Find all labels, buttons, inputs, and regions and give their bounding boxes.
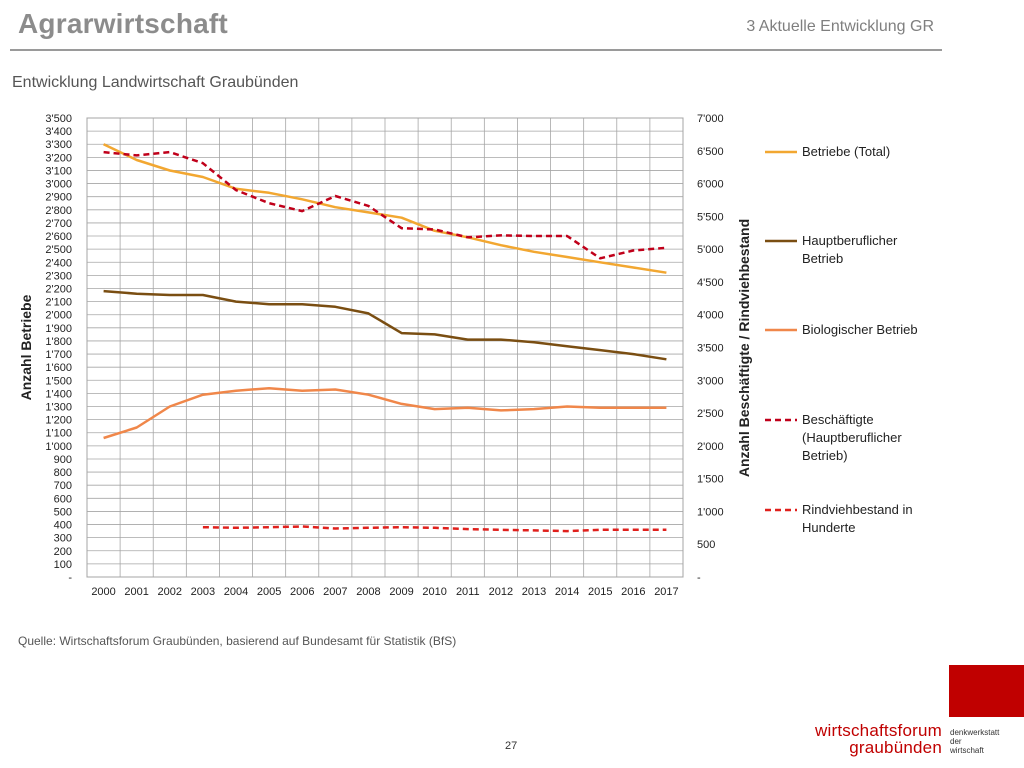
y2-tick-label: -	[697, 572, 701, 584]
brand-line-2: graubünden	[849, 738, 942, 757]
y2-tick-label: 2'500	[697, 408, 724, 420]
x-tick-label: 2005	[257, 586, 281, 598]
y-tick-label: 3'000	[45, 179, 72, 191]
legend-label: Hauptberuflicher Betrieb	[802, 233, 898, 266]
header-divider	[10, 49, 942, 51]
x-tick-label: 2011	[456, 586, 480, 598]
x-tick-label: 2009	[389, 586, 413, 598]
y-tick-label: 100	[54, 559, 72, 571]
chart-title: Entwicklung Landwirtschaft Graubünden	[12, 74, 299, 91]
x-tick-label: 2016	[621, 586, 645, 598]
series-line-1	[103, 143, 667, 274]
y-tick-label: 2'100	[45, 297, 72, 309]
y-tick-label: 300	[54, 533, 72, 545]
y-tick-label: 1'300	[45, 402, 72, 414]
series-line-3	[103, 386, 667, 440]
y-tick-label: 1'700	[45, 349, 72, 361]
y-tick-label: 2'200	[45, 283, 72, 295]
y-tick-label: 1'900	[45, 323, 72, 335]
x-tick-label: 2017	[654, 586, 678, 598]
y2-tick-label: 4'000	[697, 310, 724, 322]
legend-label: Betriebe (Total)	[802, 144, 890, 159]
x-tick-label: 2014	[555, 586, 579, 598]
brand-line-1: wirtschaftsforum	[815, 721, 942, 740]
y2-tick-label: 3'000	[697, 375, 724, 387]
legend-label: Beschäftigte (Hauptberuflicher Betrieb)	[802, 412, 902, 463]
x-tick-label: 2003	[191, 586, 215, 598]
y-tick-label: 3'200	[45, 152, 72, 164]
y-tick-label: 600	[54, 493, 72, 505]
y-tick-label: 700	[54, 480, 72, 492]
y-tick-label: 2'600	[45, 231, 72, 243]
y-tick-label: 1'000	[45, 441, 72, 453]
brand-side-line-2: der	[950, 737, 962, 746]
brand-red-square	[949, 665, 1024, 717]
y-tick-label: 2'400	[45, 257, 72, 269]
y2-tick-label: 2'000	[697, 441, 724, 453]
x-tick-label: 2002	[158, 586, 182, 598]
legend-label: Rindviehbestand in Hunderte	[802, 502, 913, 535]
y2-tick-label: 6'500	[697, 146, 724, 158]
y-axis-title: Anzahl Betriebe	[18, 294, 34, 400]
line-chart: -1002003004005006007008009001'0001'1001'…	[18, 113, 918, 598]
x-tick-label: 2010	[422, 586, 446, 598]
x-tick-label: 2013	[522, 586, 546, 598]
x-tick-label: 2001	[124, 586, 148, 598]
brand-side-line-3: wirtschaft	[950, 746, 984, 755]
y2-tick-label: 7'000	[697, 113, 724, 125]
y-tick-label: 1'400	[45, 388, 72, 400]
y2-tick-label: 6'000	[697, 179, 724, 191]
y-tick-label: 2'500	[45, 244, 72, 256]
y-tick-label: 3'300	[45, 139, 72, 151]
brand-logo: wirtschaftsforum graubünden	[815, 722, 942, 756]
y-tick-label: 800	[54, 467, 72, 479]
source-note: Quelle: Wirtschaftsforum Graubünden, bas…	[18, 634, 457, 648]
y2-tick-label: 5'000	[697, 244, 724, 256]
y2-axis-title: Anzahl Beschäftigte / Rindviehbestand	[736, 219, 752, 477]
y-tick-label: 2'300	[45, 270, 72, 282]
y2-tick-label: 5'500	[697, 211, 724, 223]
slide-title: Agrarwirtschaft	[18, 8, 228, 39]
y-tick-label: 1'100	[45, 428, 72, 440]
x-tick-label: 2008	[356, 586, 380, 598]
y-tick-label: 1'500	[45, 375, 72, 387]
y2-tick-label: 3'500	[697, 343, 724, 355]
y-tick-label: 2'700	[45, 218, 72, 230]
legend-label: Biologischer Betrieb	[802, 322, 918, 337]
series-line-2	[103, 289, 667, 361]
x-tick-label: 2015	[588, 586, 612, 598]
x-tick-label: 2004	[224, 586, 248, 598]
y2-tick-label: 1'000	[697, 506, 724, 518]
x-tick-label: 2006	[290, 586, 314, 598]
y-tick-label: 3'500	[45, 113, 72, 125]
y2-tick-label: 500	[697, 539, 715, 551]
x-tick-label: 2000	[91, 586, 115, 598]
y-tick-label: 900	[54, 454, 72, 466]
brand-tagline: denkwerkstatt der wirtschaft	[950, 728, 999, 755]
series-line-5	[202, 525, 667, 533]
y-tick-label: -	[68, 572, 72, 584]
y2-tick-label: 4'500	[697, 277, 724, 289]
y2-tick-label: 1'500	[697, 474, 724, 486]
y-tick-label: 2'800	[45, 205, 72, 217]
y-tick-label: 3'400	[45, 126, 72, 138]
section-label: 3 Aktuelle Entwicklung GR	[746, 18, 934, 35]
y-tick-label: 2'900	[45, 192, 72, 204]
x-tick-label: 2007	[323, 586, 347, 598]
y-tick-label: 1'200	[45, 415, 72, 427]
y-tick-label: 2'000	[45, 310, 72, 322]
y-tick-label: 400	[54, 520, 72, 532]
y-tick-label: 500	[54, 506, 72, 518]
y-tick-label: 1'800	[45, 336, 72, 348]
page-number: 27	[505, 740, 518, 752]
y-tick-label: 1'600	[45, 362, 72, 374]
x-tick-label: 2012	[489, 586, 513, 598]
brand-side-line-1: denkwerkstatt	[950, 728, 1000, 737]
y-tick-label: 3'100	[45, 165, 72, 177]
series-line-4	[103, 150, 667, 260]
y-tick-label: 200	[54, 546, 72, 558]
